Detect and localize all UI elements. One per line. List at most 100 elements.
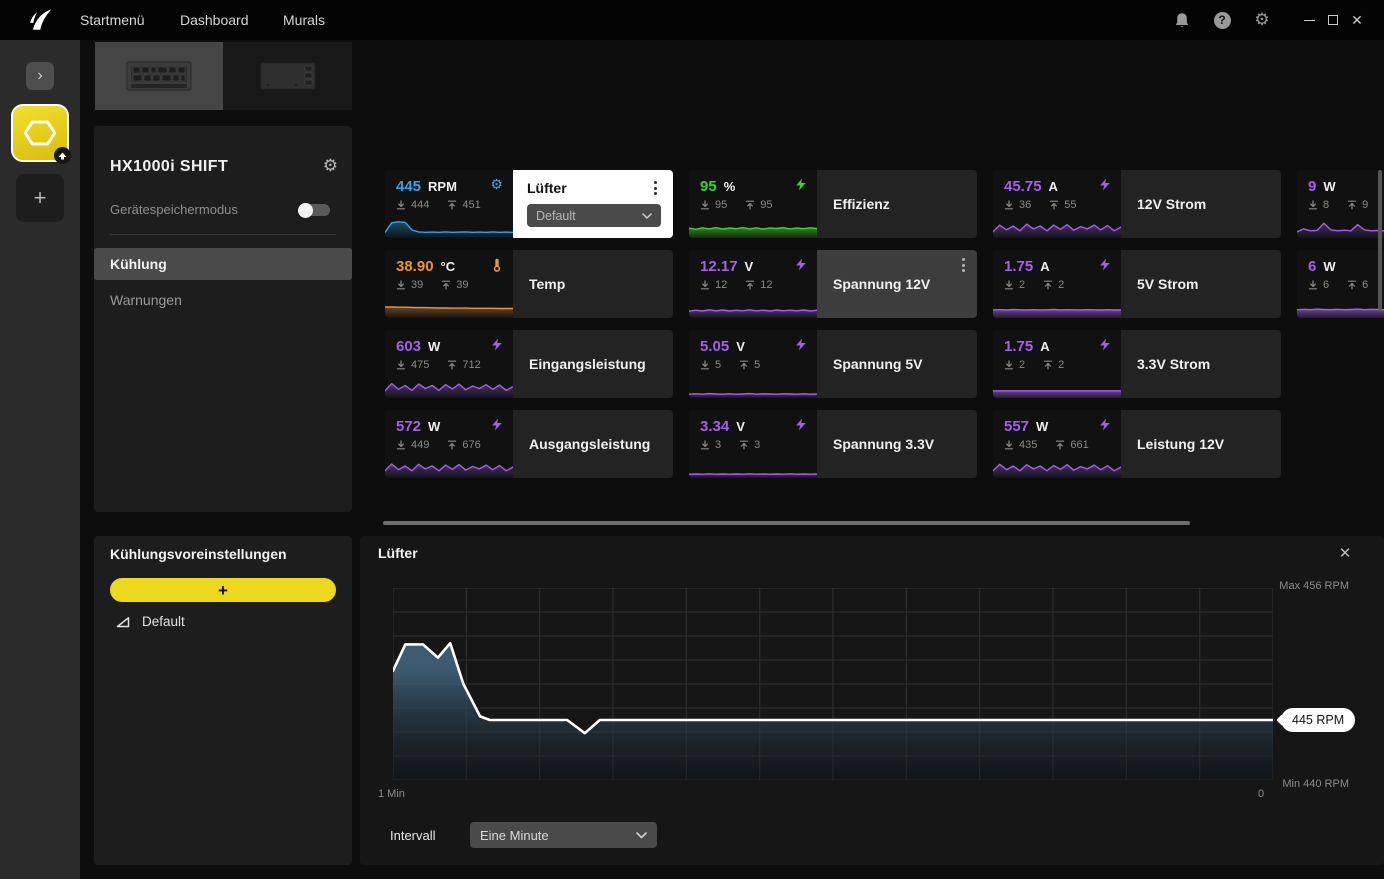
chart-title: Lüfter xyxy=(378,545,418,561)
tile-value: 12.17 xyxy=(700,258,738,275)
cooling-presets-panel: Kühlungsvoreinstellungen + Default xyxy=(94,536,352,865)
chart-value-tooltip: 445 RPM xyxy=(1281,708,1356,732)
toggle-knob xyxy=(298,202,313,218)
bolt-icon xyxy=(793,257,808,272)
add-preset-button[interactable]: + xyxy=(110,578,336,602)
bolt-icon xyxy=(793,177,808,192)
bolt-icon xyxy=(489,337,504,352)
gear-icon[interactable]: ⚙ xyxy=(490,176,503,192)
device-gear-icon[interactable]: ⚙ xyxy=(322,156,338,175)
tile-value: 572 xyxy=(396,418,422,435)
tile-minmax: 449 676 xyxy=(396,439,481,451)
sparkline xyxy=(993,463,1121,478)
tile-max-value: 55 xyxy=(1064,199,1077,211)
tile-value-pane: 557 W 435 661 xyxy=(993,410,1121,478)
tile-min-value: 39 xyxy=(411,279,424,291)
tile-label: Leistung 12V xyxy=(1137,436,1225,452)
tile-value-pane: 445 RPM ⚙ 444 451 xyxy=(385,170,513,238)
tile-label: 12V Strom xyxy=(1137,196,1207,212)
tile-label-pane: Eingangsleistung xyxy=(513,330,673,398)
sparkline xyxy=(993,308,1121,318)
sensor-tile-voltage-12v[interactable]: 12.17 V 12 12 Spannung 12V xyxy=(689,250,977,318)
thermometer-icon xyxy=(489,257,504,272)
sensor-tile-input-power[interactable]: 603 W 475 712 Eingangsleistung xyxy=(385,330,673,398)
interval-dropdown[interactable]: Eine Minute xyxy=(470,822,657,848)
help-icon[interactable]: ? xyxy=(1212,10,1232,30)
notifications-bell-icon[interactable] xyxy=(1172,10,1192,30)
device-view-tab-rear[interactable] xyxy=(95,42,223,110)
sensor-tile-temp[interactable]: 38.90 °C 39 39 Temp xyxy=(385,250,673,318)
window-maximize-button[interactable] xyxy=(1324,12,1342,28)
tile-max-value: 12 xyxy=(760,279,773,291)
rail-expand-button[interactable]: › xyxy=(26,62,54,90)
tile-min-value: 435 xyxy=(1019,439,1038,451)
tile-value-pane: 1.75 A 2 2 xyxy=(993,250,1121,318)
tile-label: 5V Strom xyxy=(1137,276,1199,292)
device-tile-hx1000i[interactable] xyxy=(11,104,71,164)
tile-max-value: 661 xyxy=(1070,439,1089,451)
tile-menu-icon[interactable] xyxy=(650,179,661,197)
menu-startmenu[interactable]: Startmenü xyxy=(80,12,145,28)
add-device-button[interactable]: + xyxy=(16,174,64,222)
tile-min-value: 95 xyxy=(715,199,728,211)
sensor-tile-current-3v3[interactable]: 1.75 A 2 2 3.3V Strom xyxy=(993,330,1281,398)
memory-mode-toggle[interactable] xyxy=(298,202,330,218)
tile-label: Temp xyxy=(529,276,566,292)
sensor-tile-voltage-3v3[interactable]: 3.34 V 3 3 Spannung 3.3V xyxy=(689,410,977,478)
menu-dashboard[interactable]: Dashboard xyxy=(180,12,249,28)
sparkline xyxy=(385,221,513,238)
tile-min-value: 36 xyxy=(1019,199,1032,211)
preset-item-default[interactable]: Default xyxy=(110,614,185,629)
device-rail: › + xyxy=(0,40,80,879)
menu-murals[interactable]: Murals xyxy=(283,12,326,28)
window-minimize-button[interactable] xyxy=(1300,12,1318,28)
bolt-icon xyxy=(1097,417,1112,432)
nav-item-kuehlung[interactable]: Kühlung xyxy=(94,248,352,280)
tile-label: Spannung 5V xyxy=(833,356,923,372)
tile-max-value: 712 xyxy=(462,359,481,371)
fan-preset-dropdown[interactable]: Default xyxy=(527,204,661,227)
sparkline xyxy=(385,463,513,478)
tile-unit: °C xyxy=(440,259,456,274)
tile-value: 9 xyxy=(1308,178,1317,195)
fan-rpm-chart xyxy=(393,588,1273,780)
sensor-tile-fan[interactable]: 445 RPM ⚙ 444 451 Lüfter Default xyxy=(385,170,673,238)
horizontal-scrollbar[interactable] xyxy=(383,521,1190,525)
device-view-tab-side[interactable] xyxy=(223,42,352,110)
tile-label-pane: 3.3V Strom xyxy=(1121,330,1281,398)
sensor-tile-output-power[interactable]: 572 W 449 676 Ausgangsleistung xyxy=(385,410,673,478)
sparkline xyxy=(993,390,1121,398)
tile-unit: % xyxy=(723,179,736,194)
fan-curve-icon xyxy=(116,616,130,627)
tile-min-value: 8 xyxy=(1323,199,1330,211)
tile-value: 557 xyxy=(1004,418,1030,435)
window-close-button[interactable]: ✕ xyxy=(1351,11,1363,28)
tile-max-value: 451 xyxy=(462,199,481,211)
bolt-icon xyxy=(1097,177,1112,192)
tile-value: 3.34 xyxy=(700,418,730,435)
corsair-logo-icon xyxy=(30,9,52,30)
tile-value-pane: 12.17 V 12 12 xyxy=(689,250,817,318)
sensor-tile-current-12v[interactable]: 45.75 A 36 55 12V Strom xyxy=(993,170,1281,238)
sparkline xyxy=(689,392,817,398)
sensor-tile-voltage-5v[interactable]: 5.05 V 5 5 Spannung 5V xyxy=(689,330,977,398)
tile-value-pane: 5.05 V 5 5 xyxy=(689,330,817,398)
chart-close-icon[interactable]: ✕ xyxy=(1338,545,1352,562)
tile-menu-icon[interactable] xyxy=(958,256,969,274)
sensor-tile-efficiency[interactable]: 95% 95 95 Effizienz xyxy=(689,170,977,238)
sensor-tile-power-12v[interactable]: 557 W 435 661 Leistung 12V xyxy=(993,410,1281,478)
tile-min-value: 2 xyxy=(1019,279,1026,291)
sensor-tile-current-5v[interactable]: 1.75 A 2 2 5V Strom xyxy=(993,250,1281,318)
vertical-scrollbar[interactable] xyxy=(1378,170,1382,310)
settings-gear-icon[interactable]: ⚙ xyxy=(1254,10,1270,29)
nav-item-warnungen[interactable]: Warnungen xyxy=(110,292,182,308)
sparkline xyxy=(689,309,817,318)
tile-unit: W xyxy=(1323,179,1336,194)
tile-max-value: 95 xyxy=(760,199,773,211)
